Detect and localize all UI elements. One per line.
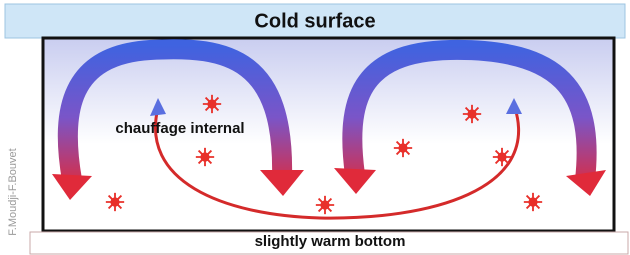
spark bbox=[316, 196, 334, 214]
diagram: Cold surface slightly warm bottom chauff… bbox=[0, 0, 630, 255]
spark bbox=[493, 148, 511, 166]
page: Cold surface slightly warm bottom chauff… bbox=[0, 0, 630, 255]
spark bbox=[463, 105, 481, 123]
internal-label: chauffage internal bbox=[115, 120, 244, 137]
credit: F.Moudji-F.Bouvet bbox=[7, 148, 19, 235]
title: Cold surface bbox=[254, 10, 375, 32]
bottom-label: slightly warm bottom bbox=[255, 233, 406, 250]
spark bbox=[394, 139, 412, 157]
